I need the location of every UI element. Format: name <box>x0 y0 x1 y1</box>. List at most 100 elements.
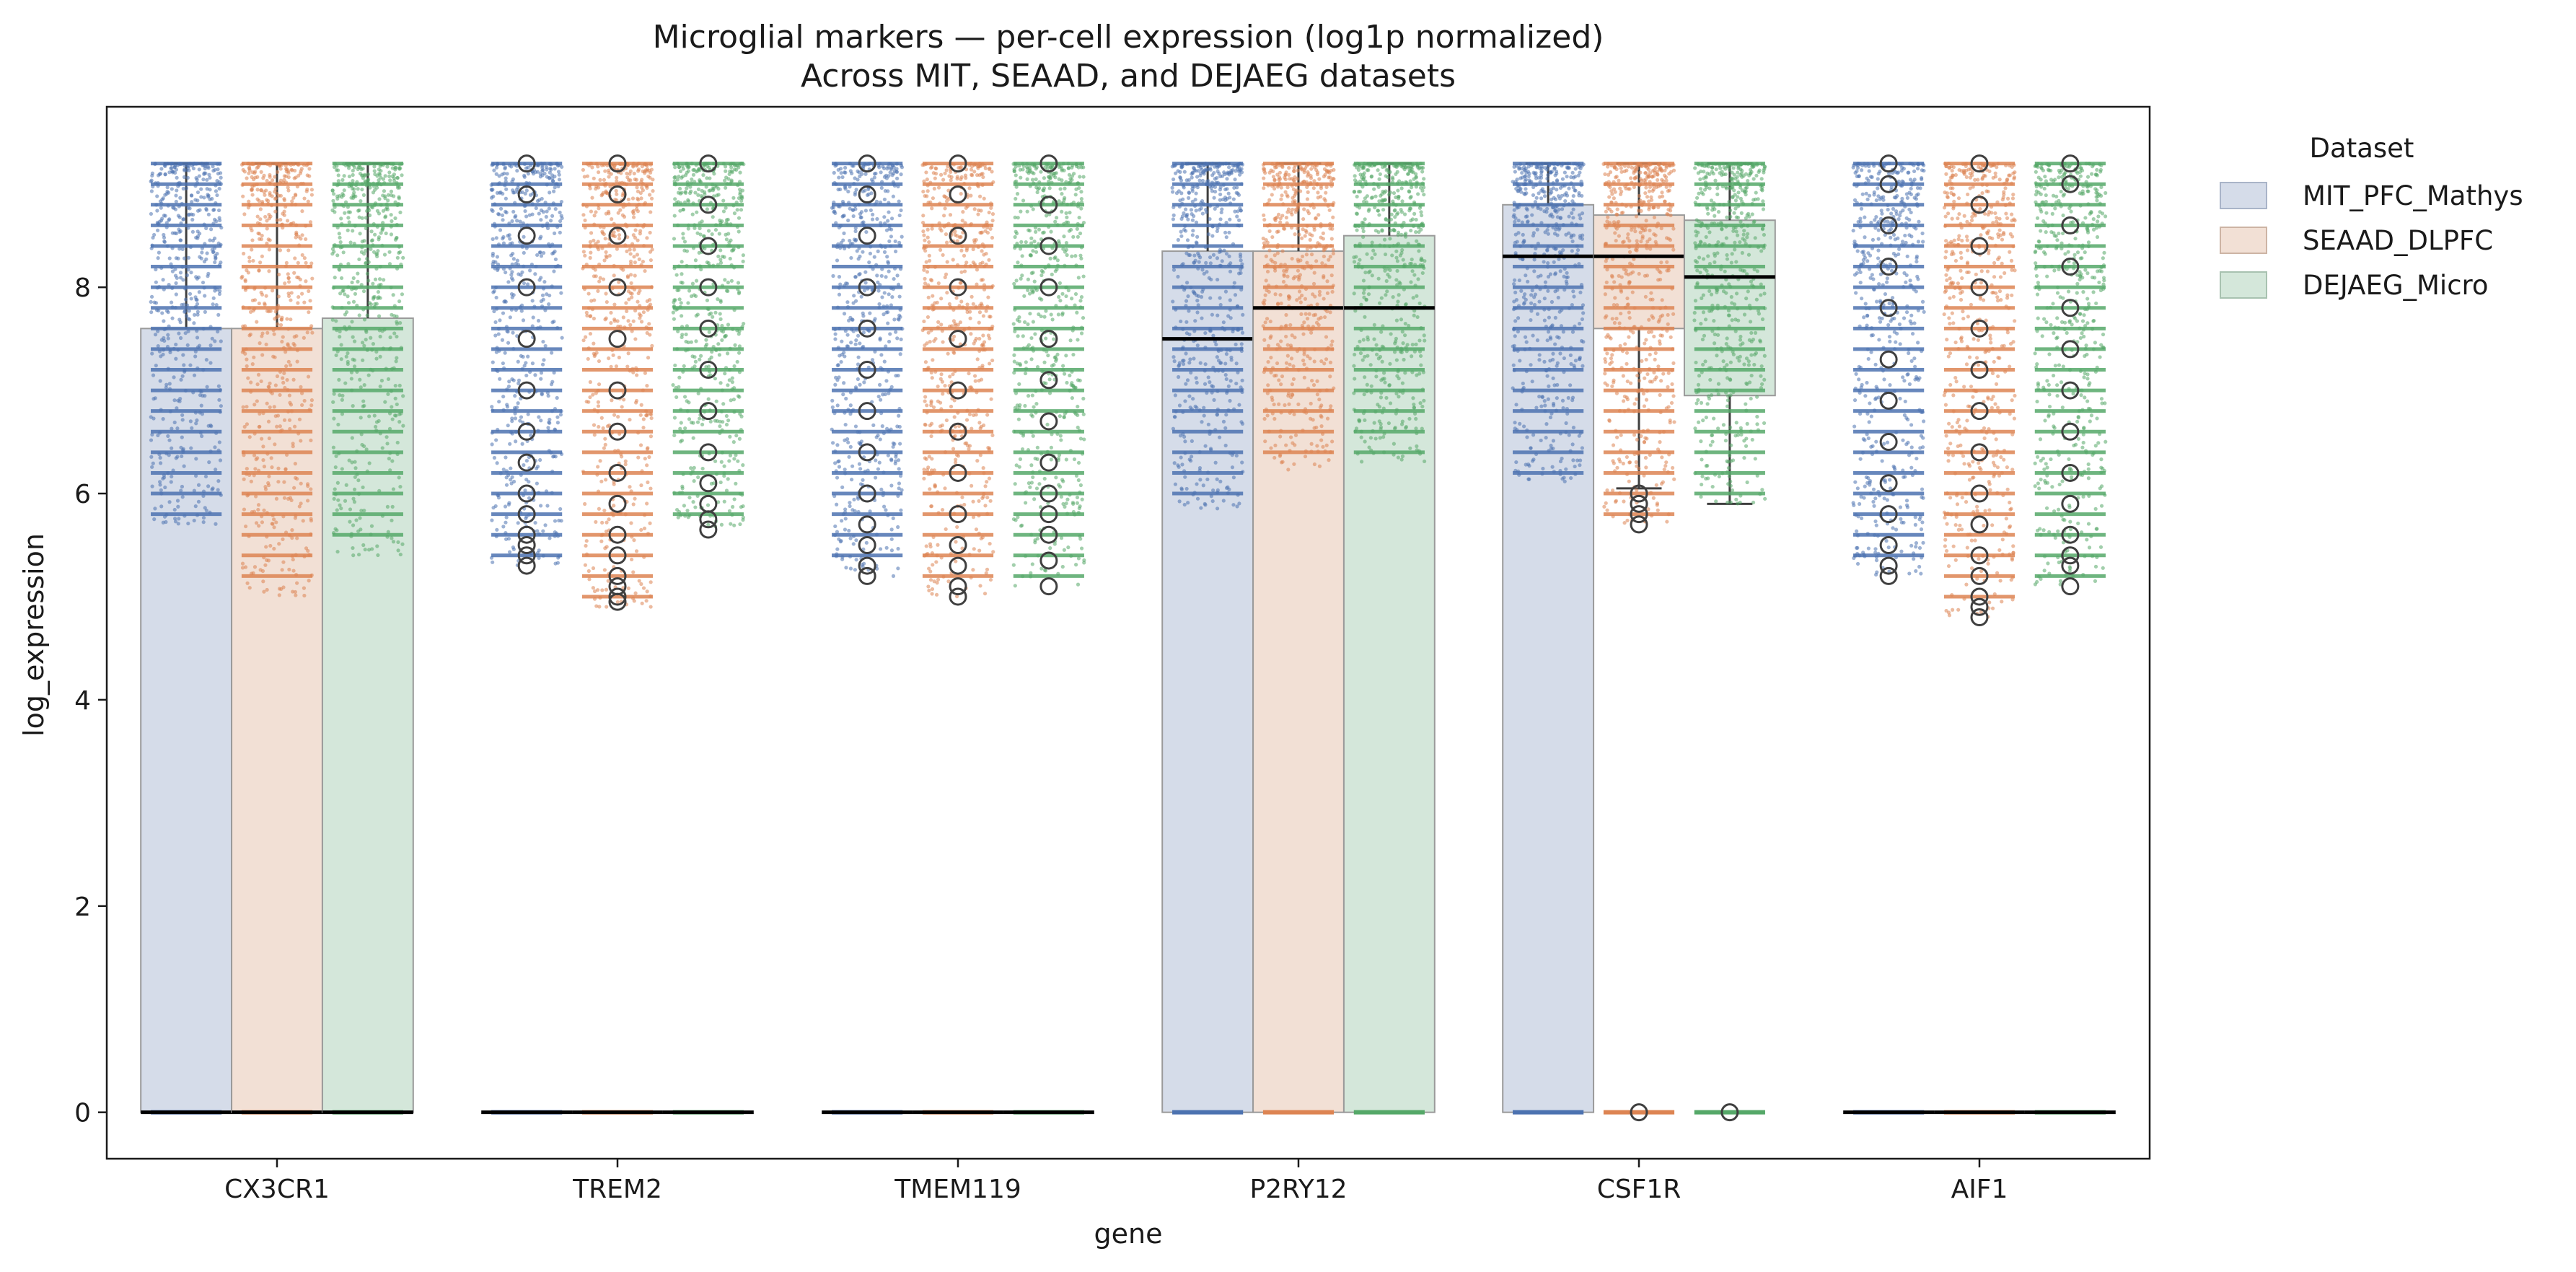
cell-point <box>179 271 183 274</box>
cell-point <box>1055 216 1058 219</box>
cell-point <box>159 172 162 175</box>
cell-point <box>174 208 177 211</box>
cell-point <box>860 210 863 214</box>
cell-point <box>369 336 372 340</box>
cell-point <box>646 167 649 171</box>
cell-point <box>686 198 690 202</box>
cell-point <box>1050 312 1053 316</box>
cell-point <box>167 217 171 221</box>
cell-point <box>548 418 551 421</box>
cell-point <box>589 256 592 260</box>
cell-point <box>497 212 501 216</box>
cell-point <box>383 253 387 256</box>
cell-point <box>628 485 631 488</box>
cell-point <box>210 488 214 491</box>
cell-point <box>1014 482 1017 486</box>
cell-point <box>726 289 729 293</box>
cell-point <box>718 248 722 252</box>
cell-point <box>514 416 517 420</box>
cell-point <box>278 218 282 221</box>
cell-point <box>286 272 290 276</box>
cell-point <box>646 589 649 593</box>
cell-point <box>736 208 739 211</box>
cell-point <box>1060 495 1063 499</box>
cell-point <box>520 309 524 312</box>
cell-point <box>281 568 284 571</box>
cell-point <box>941 392 944 395</box>
cell-point <box>381 446 384 449</box>
cell-point <box>972 238 976 242</box>
cell-point <box>1026 323 1029 326</box>
cell-point <box>737 281 740 284</box>
cell-point <box>936 400 940 403</box>
cell-point <box>680 301 683 304</box>
cell-point <box>216 488 220 491</box>
cell-point <box>691 500 695 504</box>
cell-point <box>340 195 343 198</box>
cell-point <box>930 504 933 508</box>
cell-point <box>935 581 938 584</box>
cell-point <box>175 292 178 296</box>
cell-point <box>289 298 292 302</box>
cell-point <box>718 258 722 261</box>
cell-point <box>1081 316 1085 320</box>
cell-point <box>840 486 844 489</box>
cell-point <box>1041 188 1045 192</box>
cell-point <box>558 177 561 181</box>
cell-point <box>547 394 550 398</box>
cell-point <box>189 419 193 423</box>
cell-point <box>1077 478 1081 482</box>
cell-point <box>673 298 677 302</box>
cell-point <box>988 542 992 545</box>
cell-point <box>535 481 539 485</box>
cell-point <box>720 460 724 464</box>
cell-point <box>281 376 284 380</box>
cell-point <box>162 319 165 323</box>
cell-point <box>741 504 744 508</box>
cell-point <box>975 527 978 531</box>
cell-point <box>931 358 934 361</box>
cell-point <box>377 315 381 318</box>
cell-point <box>208 238 211 242</box>
cell-point <box>990 359 994 362</box>
cell-point <box>495 528 498 532</box>
cell-point <box>511 210 515 214</box>
cell-point <box>272 517 276 521</box>
cell-point <box>941 340 944 343</box>
cell-point <box>261 444 265 448</box>
cell-point <box>879 437 882 441</box>
cell-point <box>695 170 698 173</box>
cell-point <box>217 209 221 212</box>
cell-point <box>363 317 366 321</box>
cell-point <box>648 333 651 336</box>
cell-point <box>340 343 343 346</box>
cell-point <box>960 496 964 499</box>
cell-point <box>511 252 514 255</box>
cell-point <box>895 177 899 180</box>
cell-point <box>356 530 360 533</box>
cell-point <box>390 519 393 522</box>
cell-point <box>283 467 287 470</box>
cell-point <box>199 188 203 191</box>
cell-point <box>293 335 296 338</box>
cell-point <box>501 361 505 365</box>
cell-point <box>265 294 268 298</box>
cell-point <box>504 177 508 180</box>
cell-point <box>945 168 949 172</box>
cell-point <box>838 188 842 191</box>
cell-point <box>988 227 992 231</box>
cell-point <box>157 344 160 348</box>
cell-point <box>1052 337 1055 341</box>
cell-point <box>852 542 856 545</box>
cell-point <box>523 209 527 213</box>
cell-point <box>378 277 382 281</box>
cell-point <box>268 173 271 177</box>
cell-point <box>173 508 177 512</box>
box-group <box>141 162 232 1113</box>
cell-point <box>1020 524 1024 527</box>
cell-point <box>396 256 400 260</box>
cell-point <box>274 187 278 190</box>
cell-point <box>352 187 356 190</box>
cell-point <box>972 260 975 264</box>
cell-point <box>886 321 889 325</box>
